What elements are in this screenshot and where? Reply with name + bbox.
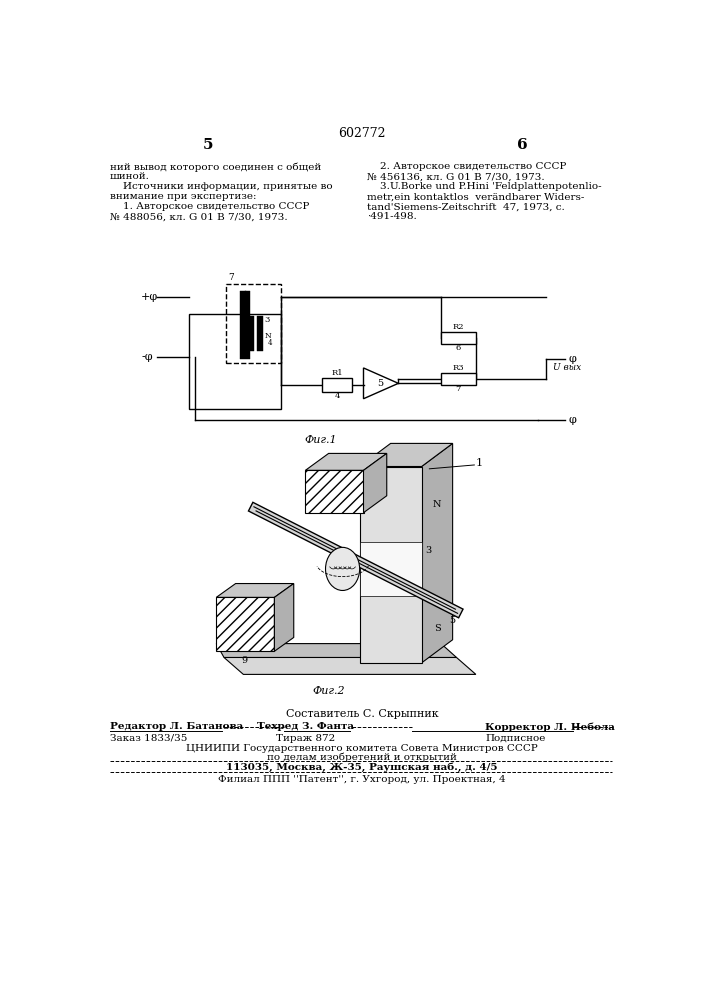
- Text: Источники информации, принятые во: Источники информации, принятые во: [110, 182, 333, 191]
- Bar: [249, 316, 255, 351]
- Text: Заказ 1833/35: Заказ 1833/35: [110, 734, 187, 743]
- Text: S: S: [434, 624, 440, 633]
- Text: 2: 2: [242, 316, 247, 324]
- Polygon shape: [216, 597, 274, 651]
- Text: +φ: +φ: [141, 292, 158, 302]
- Bar: [441, 332, 476, 344]
- Text: N: N: [433, 500, 441, 509]
- Text: № 456136, кл. G 01 B 7/30, 1973.: № 456136, кл. G 01 B 7/30, 1973.: [368, 172, 545, 181]
- Text: ний вывод которого соединен с общей: ний вывод которого соединен с общей: [110, 162, 321, 172]
- Polygon shape: [305, 453, 387, 470]
- Text: 9: 9: [242, 656, 248, 665]
- Text: ·491-498.: ·491-498.: [368, 212, 417, 221]
- Text: 3.U.Borke und P.Hini 'Feldplattenpotenlio-: 3.U.Borke und P.Hini 'Feldplattenpotenli…: [368, 182, 602, 191]
- Bar: [441, 373, 476, 385]
- Text: φ: φ: [569, 415, 577, 425]
- Text: 602772: 602772: [338, 127, 386, 140]
- Text: Фиг.2: Фиг.2: [312, 686, 345, 696]
- Text: 6: 6: [455, 344, 461, 352]
- Bar: [226, 284, 281, 363]
- Bar: [189, 314, 281, 409]
- Text: R3: R3: [452, 364, 464, 372]
- Polygon shape: [360, 466, 421, 663]
- Text: внимание при экспертизе:: внимание при экспертизе:: [110, 192, 257, 201]
- Text: Техред З. Фанта: Техред З. Фанта: [257, 722, 354, 731]
- Text: Фиг.1: Фиг.1: [305, 435, 337, 445]
- Text: Редактор Л. Батанова: Редактор Л. Батанова: [110, 722, 243, 731]
- Polygon shape: [224, 657, 476, 674]
- Text: 7: 7: [228, 273, 233, 282]
- Text: 7: 7: [455, 385, 461, 393]
- Text: 5: 5: [450, 616, 456, 625]
- Text: 4: 4: [268, 339, 273, 347]
- Text: ЦНИИПИ Государственного комитета Совета Министров СССР: ЦНИИПИ Государственного комитета Совета …: [186, 744, 538, 753]
- Text: φ: φ: [569, 354, 577, 364]
- Text: 1. Авторское свидетельство СССР: 1. Авторское свидетельство СССР: [110, 202, 310, 211]
- Polygon shape: [305, 470, 363, 513]
- Bar: [240, 291, 250, 359]
- Ellipse shape: [325, 547, 360, 590]
- Text: Тираж 872: Тираж 872: [276, 734, 335, 743]
- Text: metr,ein kontaktlos  verändbarer Widers-: metr,ein kontaktlos verändbarer Widers-: [368, 192, 585, 201]
- Bar: [322, 378, 352, 392]
- Text: Составитель С. Скрыпник: Составитель С. Скрыпник: [286, 709, 438, 719]
- Text: 6: 6: [517, 138, 527, 152]
- Text: Подписное: Подписное: [485, 734, 546, 743]
- Text: Филиал ППП ''Патент'', г. Ухгород, ул. Проектная, 4: Филиал ППП ''Патент'', г. Ухгород, ул. П…: [218, 775, 506, 784]
- Text: 2. Авторское свидетельство СССР: 2. Авторское свидетельство СССР: [368, 162, 567, 171]
- Text: Корректор Л. Небола: Корректор Л. Небола: [485, 722, 615, 732]
- Text: 3: 3: [264, 316, 269, 324]
- Polygon shape: [363, 453, 387, 513]
- Bar: [360, 542, 421, 596]
- Text: шиной.: шиной.: [110, 172, 150, 181]
- Polygon shape: [274, 584, 293, 651]
- Text: R1: R1: [332, 369, 343, 377]
- Text: -φ: -φ: [141, 352, 153, 362]
- Text: tand'Siemens-Zeitschrift  47, 1973, с.: tand'Siemens-Zeitschrift 47, 1973, с.: [368, 202, 565, 211]
- Bar: [257, 316, 263, 351]
- Polygon shape: [360, 443, 452, 466]
- Text: 3: 3: [426, 546, 432, 555]
- Text: 4: 4: [334, 392, 340, 400]
- Text: 1: 1: [476, 458, 483, 468]
- Polygon shape: [216, 644, 457, 657]
- Text: 113035, Москва, Ж-35, Раушская наб., д. 4/5: 113035, Москва, Ж-35, Раушская наб., д. …: [226, 762, 498, 772]
- Text: № 488056, кл. G 01 В 7/30, 1973.: № 488056, кл. G 01 В 7/30, 1973.: [110, 212, 288, 221]
- Text: 5: 5: [203, 138, 214, 152]
- Text: U вых: U вых: [554, 363, 582, 372]
- Polygon shape: [216, 584, 293, 597]
- Text: N: N: [264, 332, 271, 340]
- Text: R2: R2: [452, 323, 464, 331]
- Text: 5: 5: [378, 379, 384, 388]
- Text: по делам изобретений и открытий: по делам изобретений и открытий: [267, 753, 457, 762]
- Polygon shape: [421, 443, 452, 663]
